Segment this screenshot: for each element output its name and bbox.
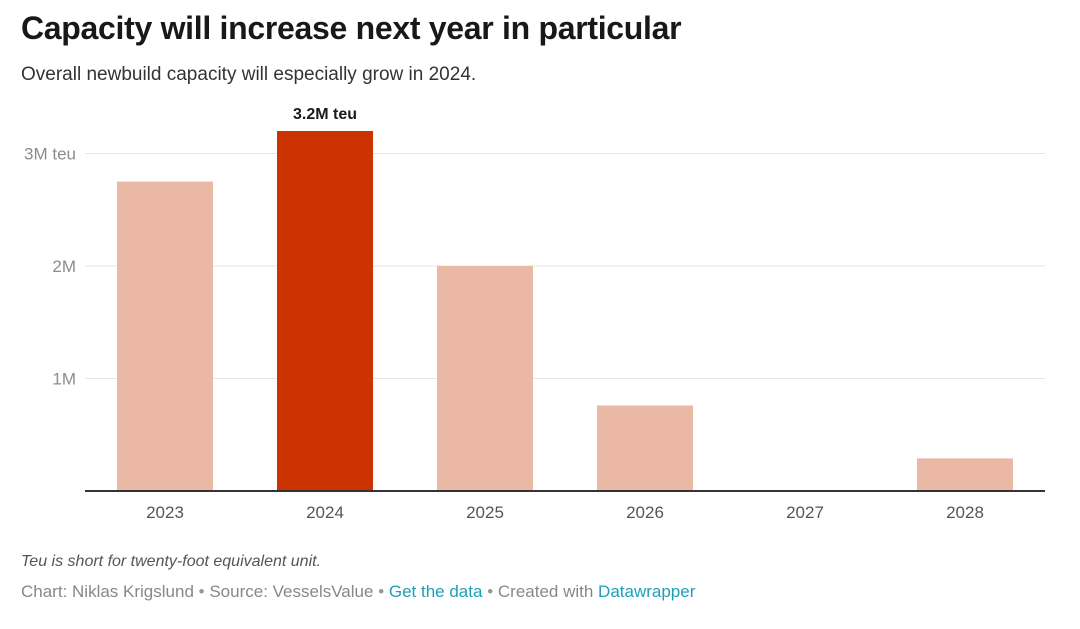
chart-title: Capacity will increase next year in part… (21, 10, 682, 46)
footer-separator: • (378, 582, 385, 601)
grid-lines (85, 153, 1045, 379)
x-category-label: 2024 (306, 503, 344, 522)
chart-subtitle: Overall newbuild capacity will especiall… (21, 64, 477, 85)
x-category-label: 2027 (786, 503, 824, 522)
x-category-label: 2025 (466, 503, 504, 522)
get-data-link[interactable]: Get the data (388, 582, 483, 601)
y-tick-label: 3M teu (24, 145, 76, 164)
datawrapper-link[interactable]: Datawrapper (598, 582, 696, 601)
chart-notes: Teu is short for twenty-foot equivalent … (21, 553, 322, 570)
source-credit: Source: VesselsValue (209, 582, 374, 601)
data-label: 3.2M teu (293, 106, 357, 123)
x-category-label: 2023 (146, 503, 184, 522)
bar-2026 (597, 405, 693, 491)
bar-chart: 1M 2M 3M teu 2023 2024 2025 2026 2027 2028 3.2M t… (24, 106, 1045, 522)
y-tick-label: 1M (52, 370, 76, 389)
chart-footer: Chart: Niklas Krigslund • Source: Vessel… (21, 582, 695, 602)
bar-2028 (917, 458, 1013, 491)
bar-2025 (437, 266, 533, 491)
bars (117, 131, 1013, 491)
x-category-label: 2028 (946, 503, 984, 522)
footer-separator: • (198, 582, 205, 601)
bar-2024 (277, 131, 373, 491)
created-with-text: Created with (497, 582, 594, 601)
chart-credit: Chart: Niklas Krigslund (21, 582, 194, 601)
bar-2023 (117, 181, 213, 491)
y-tick-label: 2M (52, 257, 76, 276)
x-category-label: 2026 (626, 503, 664, 522)
labels: 1M 2M 3M teu 2023 2024 2025 2026 2027 2028 3.2M t… (24, 106, 1045, 522)
footer-separator: • (487, 582, 494, 601)
